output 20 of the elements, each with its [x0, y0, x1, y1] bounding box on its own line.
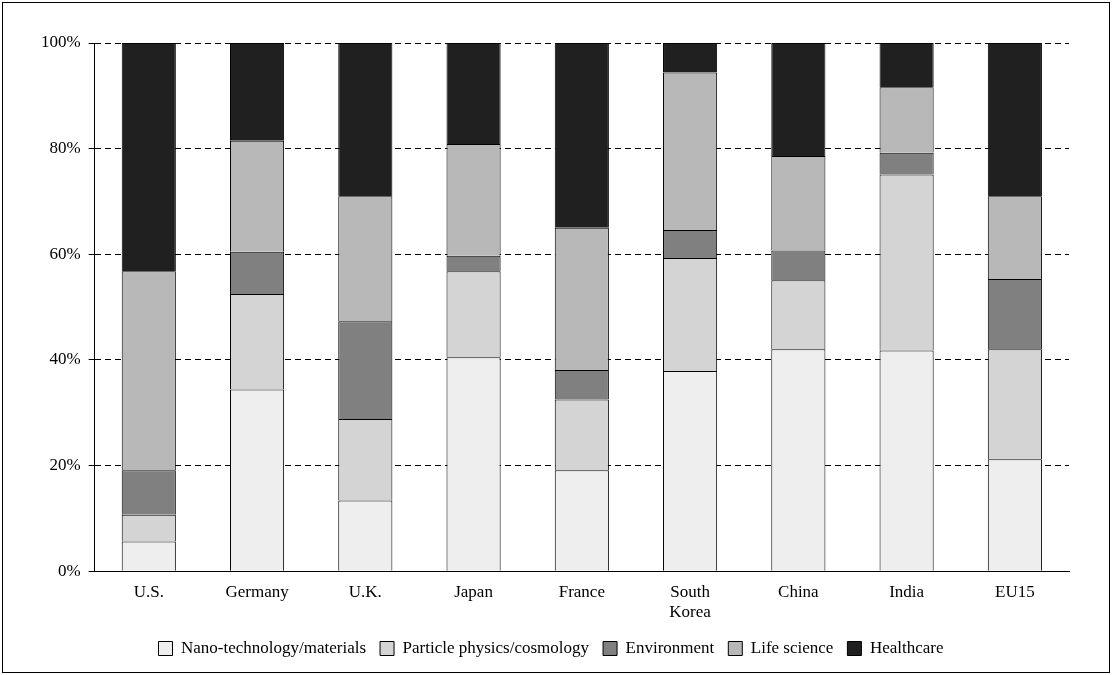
x-tick-label: South Korea	[669, 581, 712, 622]
x-tick-label: U.S.	[133, 581, 164, 601]
legend-label: Healthcare	[869, 637, 944, 657]
x-tick-label: Japan	[454, 581, 494, 601]
x-tick-label: EU15	[995, 581, 1035, 601]
y-tick-label: 80%	[49, 138, 81, 158]
y-tick-label: 20%	[49, 455, 81, 475]
legend-label: Particle physics/cosmology	[402, 637, 590, 657]
y-tick-label: 100%	[40, 32, 81, 52]
legend-label: Environment	[625, 637, 715, 657]
y-tick-label: 0%	[57, 560, 81, 580]
x-tick-label: France	[558, 581, 605, 601]
legend-label: Nano-technology/materials	[181, 637, 367, 657]
y-tick-label: 40%	[49, 349, 81, 369]
x-tick-label: India	[889, 581, 925, 601]
y-tick-label: 60%	[49, 243, 81, 263]
x-tick-label: China	[778, 581, 820, 601]
legend-label: Life science	[750, 637, 834, 657]
x-tick-label: U.K.	[348, 581, 382, 601]
x-tick-label: Germany	[225, 581, 290, 601]
